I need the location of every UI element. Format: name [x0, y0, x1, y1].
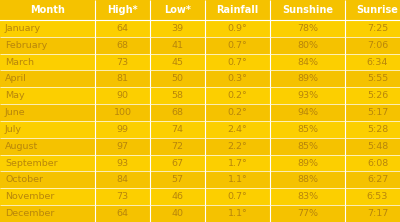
Text: 6:34: 6:34 [367, 57, 388, 67]
Text: July: July [5, 125, 22, 134]
Text: October: October [5, 175, 43, 184]
Text: 7:25: 7:25 [367, 24, 388, 33]
Text: Month: Month [30, 5, 65, 15]
Text: April: April [5, 74, 27, 83]
Text: Sunrise: Sunrise [356, 5, 398, 15]
Bar [0, 87, 400, 104]
Text: 81: 81 [116, 74, 128, 83]
Text: 89%: 89% [297, 74, 318, 83]
Bar [0, 172, 400, 188]
Text: 57: 57 [172, 175, 184, 184]
Text: 77%: 77% [297, 209, 318, 218]
Bar [0, 20, 400, 37]
Bar [0, 0, 400, 20]
Text: 6:08: 6:08 [367, 159, 388, 168]
Text: 45: 45 [172, 57, 184, 67]
Text: 0.7°: 0.7° [228, 41, 247, 50]
Text: February: February [5, 41, 47, 50]
Text: 80%: 80% [297, 41, 318, 50]
Text: 67: 67 [172, 159, 184, 168]
Text: Sunshine: Sunshine [282, 5, 333, 15]
Bar [0, 138, 400, 155]
Text: 83%: 83% [297, 192, 318, 201]
Bar [0, 104, 400, 121]
Bar [0, 155, 400, 172]
Text: 85%: 85% [297, 125, 318, 134]
Text: 0.9°: 0.9° [228, 24, 247, 33]
Text: 6:53: 6:53 [367, 192, 388, 201]
Text: 85%: 85% [297, 142, 318, 151]
Text: 72: 72 [172, 142, 184, 151]
Text: 74: 74 [172, 125, 184, 134]
Text: Low*: Low* [164, 5, 191, 15]
Text: Rainfall: Rainfall [216, 5, 259, 15]
Text: 58: 58 [172, 91, 184, 100]
Text: 0.2°: 0.2° [228, 108, 247, 117]
Text: 64: 64 [116, 209, 128, 218]
Text: 6:27: 6:27 [367, 175, 388, 184]
Text: May: May [5, 91, 25, 100]
Text: 7:06: 7:06 [367, 41, 388, 50]
Bar [0, 188, 400, 205]
Text: 0.7°: 0.7° [228, 192, 247, 201]
Text: 39: 39 [172, 24, 184, 33]
Text: 100: 100 [114, 108, 132, 117]
Text: 7:17: 7:17 [367, 209, 388, 218]
Text: 0.7°: 0.7° [228, 57, 247, 67]
Text: 64: 64 [116, 24, 128, 33]
Text: 68: 68 [172, 108, 184, 117]
Text: 84%: 84% [297, 57, 318, 67]
Bar [0, 205, 400, 222]
Text: November: November [5, 192, 54, 201]
Text: 5:28: 5:28 [367, 125, 388, 134]
Text: 0.2°: 0.2° [228, 91, 247, 100]
Bar [0, 54, 400, 71]
Text: 40: 40 [172, 209, 184, 218]
Text: 84: 84 [116, 175, 128, 184]
Text: 78%: 78% [297, 24, 318, 33]
Text: 46: 46 [172, 192, 184, 201]
Text: High*: High* [107, 5, 138, 15]
Bar [0, 37, 400, 54]
Bar [0, 121, 400, 138]
Bar [0, 71, 400, 87]
Text: 41: 41 [172, 41, 184, 50]
Text: 97: 97 [116, 142, 128, 151]
Text: January: January [5, 24, 41, 33]
Text: 2.4°: 2.4° [228, 125, 247, 134]
Text: 93: 93 [116, 159, 128, 168]
Text: 89%: 89% [297, 159, 318, 168]
Text: 1.7°: 1.7° [228, 159, 247, 168]
Text: 50: 50 [172, 74, 184, 83]
Text: August: August [5, 142, 38, 151]
Text: 73: 73 [116, 192, 128, 201]
Text: 90: 90 [116, 91, 128, 100]
Text: 93%: 93% [297, 91, 318, 100]
Text: June: June [5, 108, 26, 117]
Text: 88%: 88% [297, 175, 318, 184]
Text: 94%: 94% [297, 108, 318, 117]
Text: September: September [5, 159, 58, 168]
Text: 5:17: 5:17 [367, 108, 388, 117]
Text: 1.1°: 1.1° [228, 209, 247, 218]
Text: 68: 68 [116, 41, 128, 50]
Text: 0.3°: 0.3° [228, 74, 248, 83]
Text: March: March [5, 57, 34, 67]
Text: 99: 99 [116, 125, 128, 134]
Text: December: December [5, 209, 54, 218]
Text: 5:55: 5:55 [367, 74, 388, 83]
Text: 5:48: 5:48 [367, 142, 388, 151]
Text: 2.2°: 2.2° [228, 142, 247, 151]
Text: 1.1°: 1.1° [228, 175, 247, 184]
Text: 73: 73 [116, 57, 128, 67]
Text: 5:26: 5:26 [367, 91, 388, 100]
